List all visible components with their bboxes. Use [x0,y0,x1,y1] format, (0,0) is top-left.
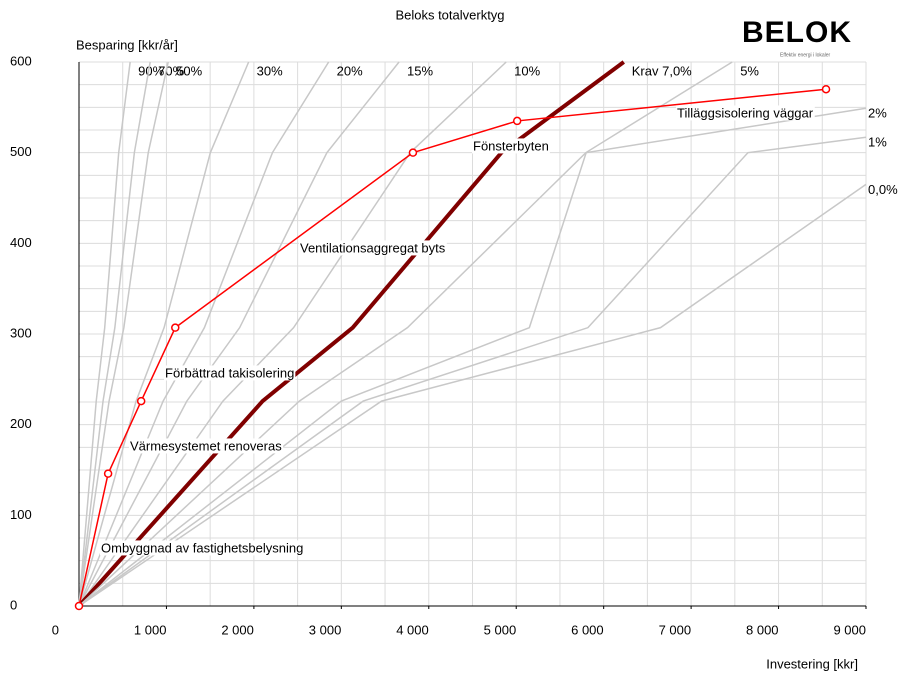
line-label: 15% [407,63,433,78]
point-label: Värmesystemet renoveras [130,438,282,453]
profitability-line [78,136,867,607]
measure-point [103,469,113,478]
line-label: 1% [868,135,887,150]
profitability-line [78,61,400,607]
point-label: Förbättrad takisolering [165,365,294,380]
line-label: 50% [176,63,202,78]
chart-title: Beloks totalverktyg [395,7,504,22]
label-background [164,365,296,381]
measure-line [78,88,827,607]
y-tick-label: 400 [10,235,32,250]
label-background [299,240,447,256]
profitability-line [78,183,867,607]
measure-point [512,116,522,126]
point-label: Tilläggsisolering väggar [677,105,814,120]
profitability-line [78,61,151,607]
profitability-line [78,61,250,607]
logo: BELOK [742,16,852,49]
profitability-line [78,61,169,607]
line-label: 2% [868,106,887,121]
measure-point [408,148,418,157]
profitability-line [78,61,330,607]
x-tick-label: 4 000 [396,622,429,637]
measure-point [74,601,84,611]
label-background [676,105,815,121]
x-tick-label: 1 000 [134,622,167,637]
line-label: 5% [740,63,759,78]
y-tick-label: 0 [10,597,17,612]
point-label: Ombyggnad av fastighetsbelysning [101,540,303,555]
label-background [100,540,305,556]
x-tick-label: 0 [52,622,59,637]
logo-tagline: Effektiv energi i lokaler [780,52,831,58]
y-axis-label: Besparing [kkr/år] [76,37,178,52]
x-tick-label: 3 000 [309,622,342,637]
point-label: Ventilationsaggregat byts [300,240,446,255]
profitability-line [78,61,507,607]
requirement-line [77,60,625,608]
profitability-line [78,61,131,607]
label-background [129,438,284,454]
measure-point [136,396,146,406]
measure-point [171,323,180,332]
line-label: 30% [257,63,283,78]
x-tick-label: 7 000 [659,622,692,637]
label-background [472,138,550,154]
profitability-line [78,61,733,607]
measure-point [821,84,831,94]
y-tick-label: 100 [10,507,32,522]
profitability-line [78,107,867,607]
line-label: 10% [514,63,540,78]
line-label: 20% [337,63,363,78]
x-tick-label: 5 000 [484,622,517,637]
line-label: 90% [138,63,164,78]
x-tick-label: 6 000 [571,622,604,637]
x-tick-label: 2 000 [221,622,254,637]
x-tick-label: 9 000 [833,622,866,637]
y-tick-label: 200 [10,416,32,431]
x-axis-label: Investering [kkr] [766,656,858,671]
line-label: 0,0% [868,182,898,197]
y-tick-label: 600 [10,53,32,68]
x-tick-label: 8 000 [746,622,779,637]
line-label: Krav 7,0% [632,63,692,78]
point-label: Fönsterbyten [473,138,549,153]
y-tick-label: 300 [10,325,32,340]
y-tick-label: 500 [10,144,32,159]
